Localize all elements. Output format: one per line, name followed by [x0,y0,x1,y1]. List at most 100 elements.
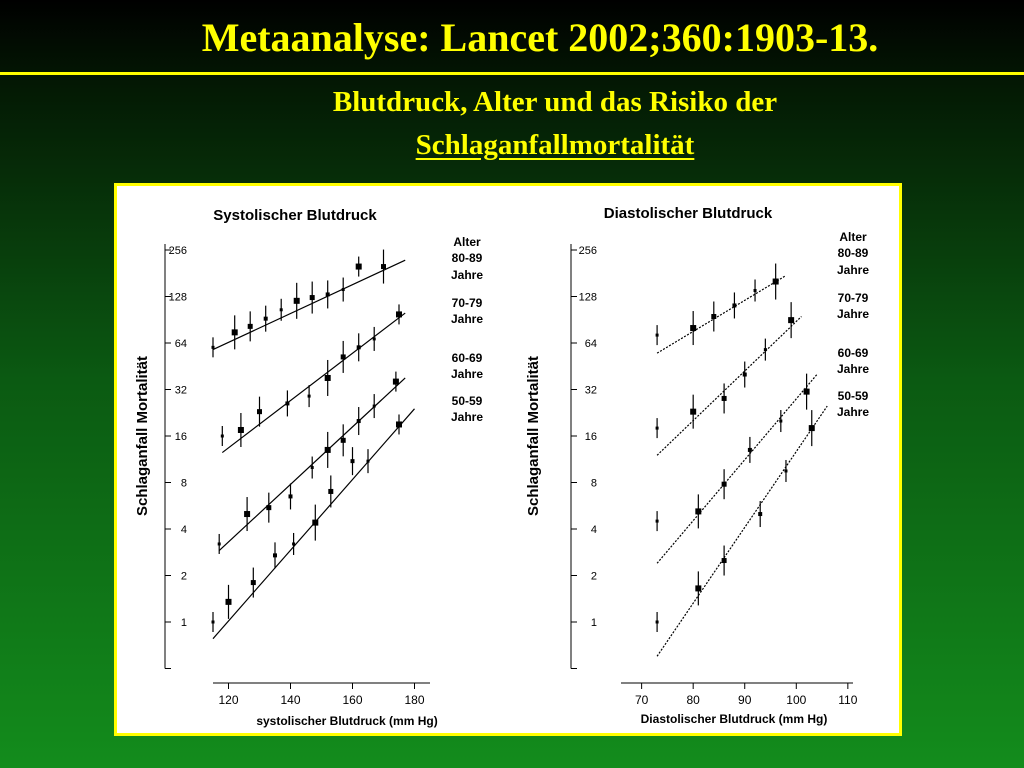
data-point [244,511,251,518]
data-point [266,505,272,511]
y-tick-label: 2 [591,571,597,583]
data-point [307,394,311,398]
legend-age-unit: Jahre [451,268,483,282]
data-point [340,437,346,443]
x-axis-label: systolischer Blutdruck (mm Hg) [256,714,437,728]
legend-age-range: 80-89 [838,246,869,260]
y-tick-label: 32 [585,385,597,397]
age-legend: Alter 80-89 Jahre 70-79 Jahre 60-69 Jahre 50-59… [451,235,483,424]
data-point [747,447,752,452]
legend-age-range: 60-69 [452,351,483,365]
data-point [273,553,277,558]
legend-age-range: 70-79 [838,291,869,305]
data-point [803,388,810,395]
slide-subtitle-line2: Schlaganfallmortalität [0,129,1024,162]
data-point [325,292,330,297]
chart-systolic: Systolischer Blutdruck 256 128 64 32 16 8 4 2 1 12… [134,207,483,728]
data-point [293,297,300,304]
data-point [247,323,253,329]
data-point [372,337,376,341]
series-80-89 [211,249,406,358]
data-point [808,425,815,432]
data-point [721,481,727,487]
data-point [753,288,757,292]
data-point [772,278,779,285]
data-point [257,409,262,415]
data-point [309,295,315,301]
y-tick-label: 256 [169,245,187,257]
series-60-69 [655,373,818,564]
y-tick-label: 32 [175,385,187,397]
data-point [366,459,370,463]
data-point [372,404,376,408]
data-point [690,408,697,415]
x-tick-label: 90 [738,693,752,707]
series-70-79 [655,302,802,456]
data-point [324,446,331,453]
data-point [721,558,727,564]
y-tick-label: 16 [585,431,597,443]
legend-age-range: 50-59 [452,394,483,408]
legend-age-range: 50-59 [838,389,869,403]
data-point [341,288,345,292]
y-tick-label: 4 [181,524,187,536]
chart-title: Systolischer Blutdruck [213,207,377,224]
x-axis-label: Diastolischer Blutdruck (mm Hg) [641,712,828,726]
data-point [392,378,399,385]
slide-subtitle-line1: Blutdruck, Alter und das Risiko der [332,86,778,118]
x-tick-label: 120 [218,693,238,707]
legend-age-unit: Jahre [837,307,869,321]
y-tick-label: 64 [175,338,187,350]
x-tick-label: 160 [342,693,362,707]
figure-panel: Systolischer Blutdruck 256 128 64 32 16 8 4 2 1 12… [114,183,902,736]
title-divider [0,72,1024,75]
data-point [340,354,346,360]
y-axis-label: Schlaganfall Mortalität [134,356,151,516]
data-point [690,325,697,332]
data-point [211,620,215,624]
legend-age-unit: Jahre [451,410,483,424]
data-point [279,308,283,312]
data-point [742,372,747,377]
data-point [758,512,763,517]
data-point [350,459,355,464]
y-tick-label: 128 [579,292,597,304]
data-point [732,303,737,308]
fit-line [656,316,802,456]
age-legend: Alter 80-89 Jahre 70-79 Jahre 60-69 Jahre 50-59… [837,230,869,419]
y-tick-label: 64 [585,338,597,350]
data-point [655,519,659,523]
y-tick-label: 16 [175,431,187,443]
legend-header: Alter [839,230,867,244]
y-tick-label: 256 [579,245,597,257]
data-point [356,419,361,424]
x-tick-label: 110 [838,693,857,707]
series-80-89 [655,263,787,354]
data-point [355,263,362,270]
y-tick-label: 1 [591,617,597,629]
series-50-59 [211,408,415,640]
chart-title: Diastolischer Blutdruck [604,205,773,222]
fit-line [212,259,406,351]
legend-age-unit: Jahre [837,405,869,419]
data-point [396,311,402,318]
data-point [655,333,659,337]
data-point [220,434,224,438]
data-point [250,580,256,586]
x-tick-label: 80 [686,693,700,707]
data-point [324,374,331,381]
data-point [231,329,238,336]
y-tick-label: 1 [181,617,187,629]
charts-svg: Systolischer Blutdruck256128643216842112… [134,205,869,728]
data-point [695,585,702,592]
fit-line [656,275,787,354]
x-tick-label: 180 [404,693,424,707]
data-point [328,488,334,494]
data-point [779,419,783,423]
slide-subtitle-underlined: Schlaganfallmortalität [415,129,695,161]
legend-header: Alter [453,235,481,249]
data-point [711,314,717,320]
data-point [237,426,244,433]
fit-line [656,374,818,564]
series-50-59 [655,405,828,657]
